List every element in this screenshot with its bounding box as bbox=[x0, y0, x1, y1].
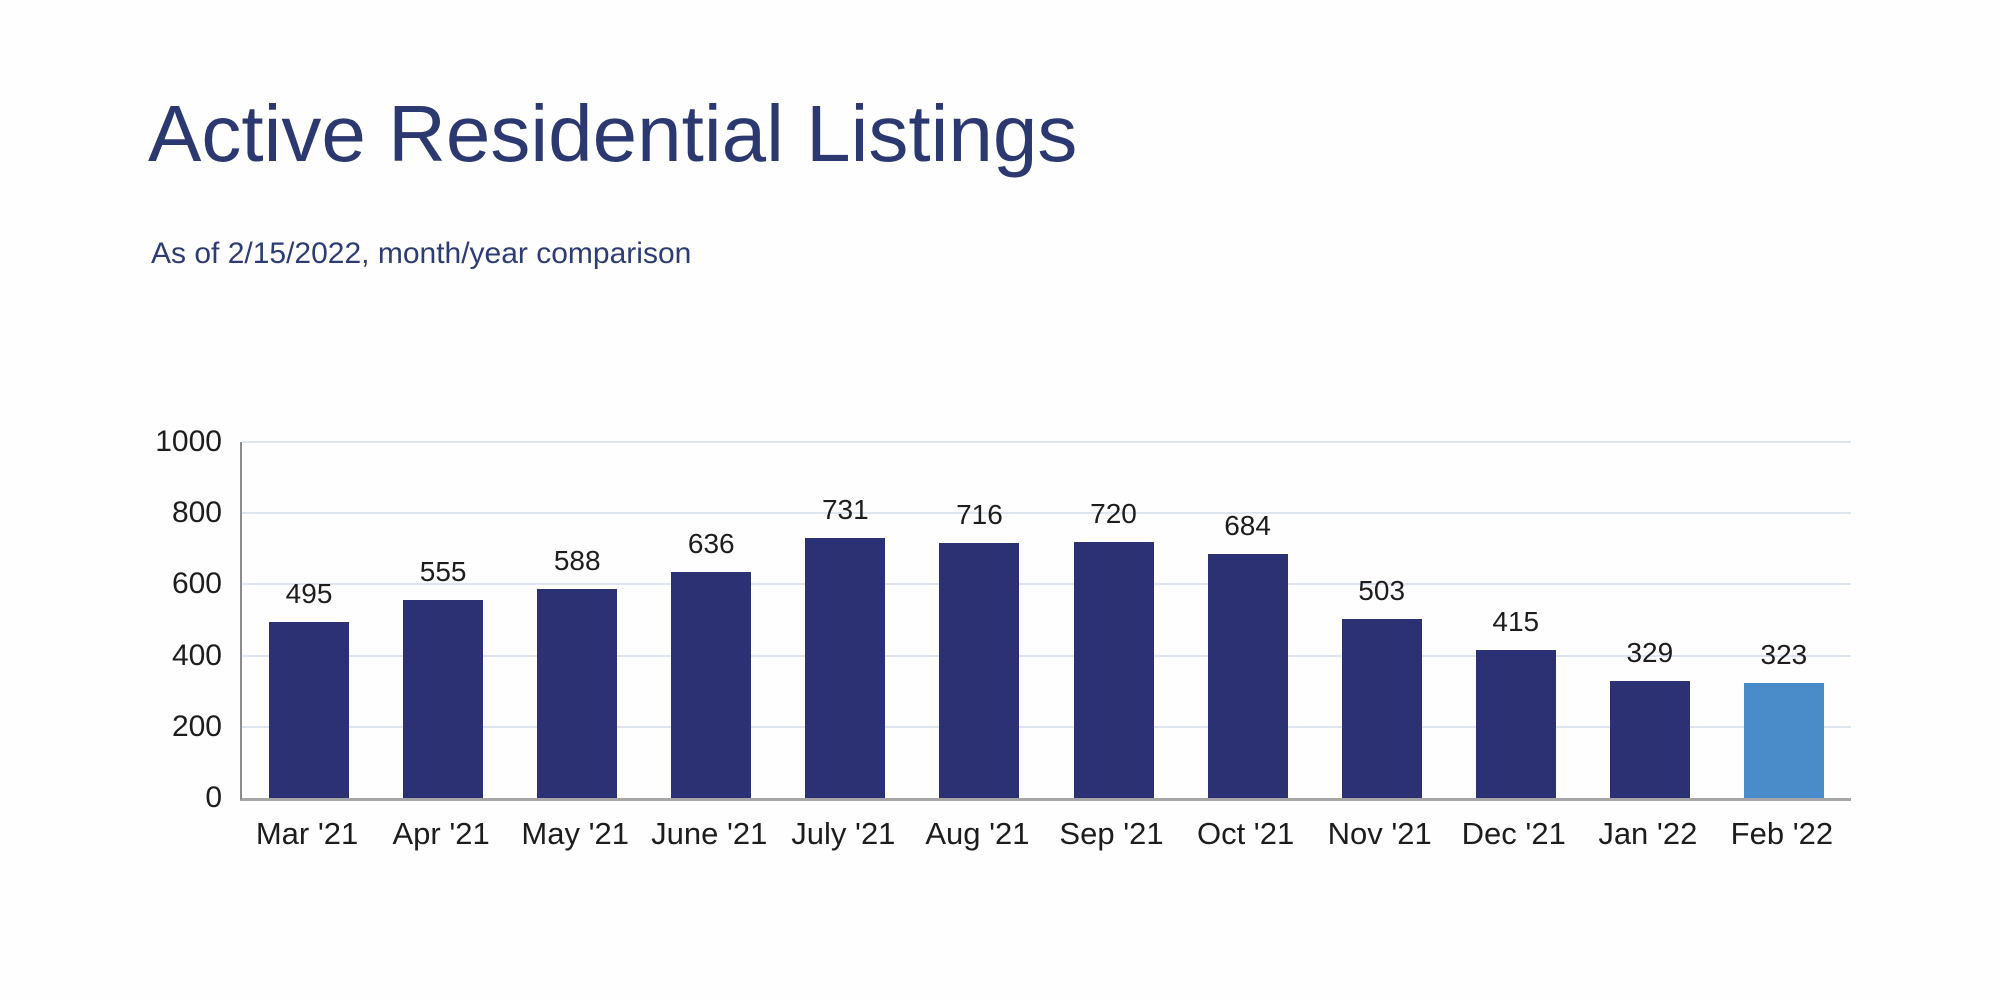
y-tick-label-800: 800 bbox=[171, 496, 222, 530]
bar-nov-21: 503 bbox=[1341, 575, 1422, 798]
bar-sep-21: 720 bbox=[1073, 498, 1154, 798]
x-tick-label: Feb '22 bbox=[1730, 816, 1834, 851]
x-tick-label: Sep '21 bbox=[1059, 816, 1164, 851]
gridline-600 bbox=[242, 583, 1851, 586]
bar-slot-3: 588 bbox=[510, 442, 644, 798]
gridline-200 bbox=[242, 725, 1851, 728]
bar-slot-9: 503 bbox=[1315, 442, 1449, 798]
bar-apr-21: 555 bbox=[403, 556, 484, 798]
y-tick-label-600: 600 bbox=[171, 567, 222, 601]
bar-value-label: 415 bbox=[1492, 606, 1540, 638]
x-axis-labels: Mar '21 Apr '21 May '21 June '21 July '21 Aug… bbox=[240, 815, 1849, 852]
y-tick-label-0: 0 bbox=[205, 781, 222, 814]
x-tick-label: Apr '21 bbox=[392, 816, 490, 851]
gridline-1000 bbox=[242, 441, 1851, 443]
bar-value-label: 716 bbox=[956, 499, 1003, 531]
bar-feb-22: 323 bbox=[1743, 639, 1824, 798]
bar-aug-21: 716 bbox=[939, 499, 1020, 798]
bar-june-21: 636 bbox=[671, 528, 752, 798]
bar-slot-8: 684 bbox=[1181, 442, 1315, 798]
bar-slot-10: 415 bbox=[1449, 442, 1583, 798]
bar-series: 495 555 588 636 731 716 720 684 503 415 329 323 bbox=[242, 442, 1851, 798]
bar-value-label: 588 bbox=[553, 545, 601, 577]
bar-slot-7: 720 bbox=[1046, 442, 1180, 798]
bar-value-label: 636 bbox=[687, 528, 735, 560]
gridline-400 bbox=[242, 654, 1851, 657]
x-tick-label: June '21 bbox=[651, 816, 768, 851]
bar-dec-21: 415 bbox=[1475, 606, 1556, 798]
bar-value-label: 323 bbox=[1760, 639, 1808, 671]
bar-value-label: 495 bbox=[285, 578, 333, 610]
bar-jan-22: 329 bbox=[1609, 637, 1690, 798]
x-tick-label: Jan '22 bbox=[1598, 816, 1698, 851]
bar-value-label: 720 bbox=[1090, 498, 1137, 530]
plot-area: 495 555 588 636 731 716 720 684 503 415 329 323 bbox=[240, 441, 1851, 801]
y-tick-label-1000: 1000 bbox=[155, 425, 222, 458]
chart-title: Active Residential Listings bbox=[148, 89, 1078, 178]
x-tick-label: May '21 bbox=[521, 816, 629, 851]
bar-slot-6: 716 bbox=[912, 442, 1046, 798]
bar-slot-12: 323 bbox=[1717, 442, 1851, 798]
bar-oct-21: 684 bbox=[1207, 510, 1288, 798]
x-tick-label: Dec '21 bbox=[1461, 816, 1566, 851]
y-tick-label-200: 200 bbox=[171, 709, 222, 743]
bar-slot-11: 329 bbox=[1583, 442, 1717, 798]
bar-slot-5: 731 bbox=[778, 442, 912, 798]
y-axis-labels: 0 200 400 600 800 1000 bbox=[0, 426, 222, 814]
y-tick-label-400: 400 bbox=[171, 638, 222, 672]
bar-value-label: 684 bbox=[1224, 510, 1271, 542]
bar-value-label: 555 bbox=[419, 556, 467, 588]
bar-july-21: 731 bbox=[805, 494, 886, 798]
x-tick-label: July '21 bbox=[791, 816, 896, 851]
x-tick-label: Mar '21 bbox=[255, 816, 359, 851]
bar-mar-21: 495 bbox=[269, 578, 350, 798]
x-tick-label: Nov '21 bbox=[1327, 816, 1432, 851]
chart-subtitle: As of 2/15/2022, month/year comparison bbox=[151, 237, 692, 270]
bar-slot-4: 636 bbox=[644, 442, 778, 798]
bar-may-21: 588 bbox=[537, 545, 618, 798]
bar-value-label: 329 bbox=[1626, 637, 1674, 669]
bar-slot-1: 495 bbox=[242, 442, 376, 798]
bar-slot-2: 555 bbox=[376, 442, 510, 798]
gridline-800 bbox=[242, 512, 1851, 515]
x-tick-label: Oct '21 bbox=[1196, 816, 1295, 851]
bar-value-label: 503 bbox=[1358, 575, 1406, 607]
bar-value-label: 731 bbox=[821, 494, 869, 526]
x-tick-label: Aug '21 bbox=[925, 816, 1030, 851]
